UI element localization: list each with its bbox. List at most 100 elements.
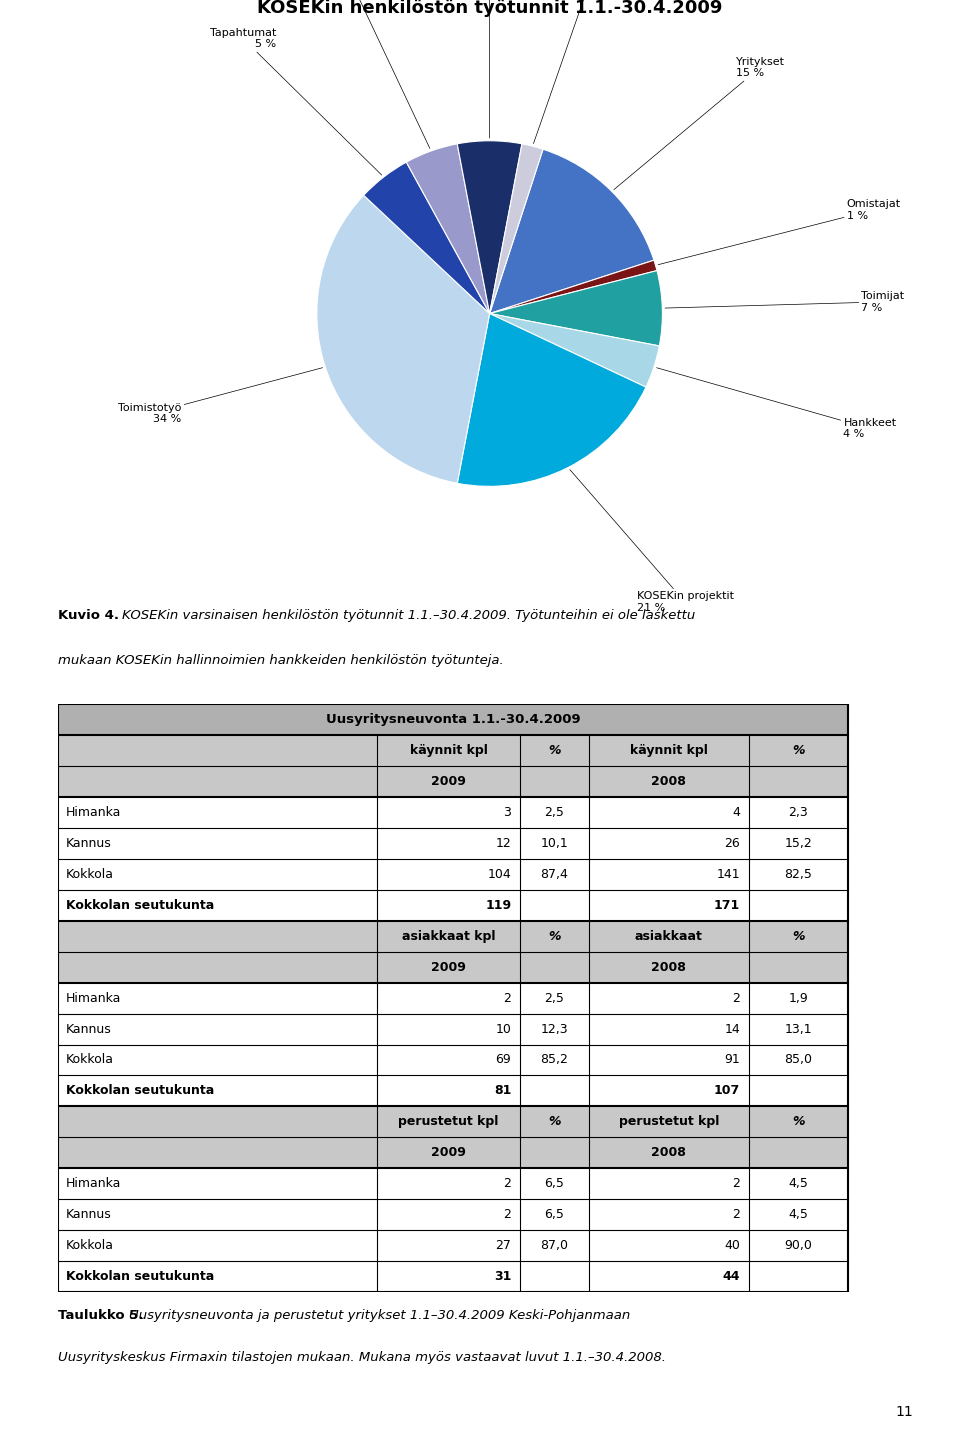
- Text: Kannus: Kannus: [66, 837, 112, 850]
- Text: Toimijat
7 %: Toimijat 7 %: [665, 292, 904, 313]
- Text: Uusyritysneuvonta 1.1.-30.4.2009: Uusyritysneuvonta 1.1.-30.4.2009: [325, 712, 580, 725]
- Bar: [58, 1137, 849, 1169]
- Text: 3: 3: [503, 806, 511, 819]
- Text: 26: 26: [725, 837, 740, 850]
- Text: 2008: 2008: [652, 1146, 686, 1159]
- Text: 2,5: 2,5: [544, 806, 564, 819]
- Text: Kokkolan seutukunta: Kokkolan seutukunta: [66, 899, 214, 912]
- Text: käynnit kpl: käynnit kpl: [630, 744, 708, 757]
- Text: 6,5: 6,5: [544, 1209, 564, 1222]
- Text: 2009: 2009: [431, 774, 466, 787]
- Text: 2008: 2008: [652, 774, 686, 787]
- Text: 14: 14: [725, 1022, 740, 1035]
- Title: KOSEKin henkilöstön työtunnit 1.1.-30.4.2009: KOSEKin henkilöstön työtunnit 1.1.-30.4.…: [257, 0, 722, 17]
- Text: 2: 2: [732, 1209, 740, 1222]
- Text: 40: 40: [724, 1239, 740, 1252]
- Text: 2,5: 2,5: [544, 991, 564, 1005]
- Text: Kokkolan seutukunta: Kokkolan seutukunta: [66, 1084, 214, 1097]
- Text: 82,5: 82,5: [784, 867, 812, 880]
- Text: %: %: [792, 1116, 804, 1129]
- Text: 44: 44: [723, 1271, 740, 1284]
- Text: Messut
5 %: Messut 5 %: [328, 0, 430, 148]
- Text: Taulukko 5.: Taulukko 5.: [58, 1310, 143, 1323]
- Text: Tapahtumat
5 %: Tapahtumat 5 %: [210, 27, 382, 175]
- Text: 2: 2: [503, 1209, 511, 1222]
- Text: 2: 2: [503, 991, 511, 1005]
- Text: Himanka: Himanka: [66, 806, 122, 819]
- Text: 90,0: 90,0: [784, 1239, 812, 1252]
- Text: 85,2: 85,2: [540, 1054, 568, 1067]
- Text: 12,3: 12,3: [540, 1022, 568, 1035]
- Wedge shape: [317, 195, 490, 484]
- Text: 31: 31: [493, 1271, 511, 1284]
- Text: Kokkola: Kokkola: [66, 1054, 114, 1067]
- Wedge shape: [457, 313, 646, 487]
- Text: Kuvio 4.: Kuvio 4.: [58, 609, 119, 622]
- Text: 15,2: 15,2: [784, 837, 812, 850]
- Text: 119: 119: [485, 899, 511, 912]
- Text: asiakkaat kpl: asiakkaat kpl: [402, 929, 495, 942]
- Text: asiakkaat: asiakkaat: [635, 929, 703, 942]
- Bar: [58, 704, 849, 735]
- Text: 81: 81: [493, 1084, 511, 1097]
- Text: 4,5: 4,5: [788, 1209, 808, 1222]
- Text: Kokkola: Kokkola: [66, 1239, 114, 1252]
- Text: %: %: [792, 744, 804, 757]
- Text: Uusyrityskeskus Firmaxin tilastojen mukaan. Mukana myös vastaavat luvut 1.1.–30.: Uusyrityskeskus Firmaxin tilastojen muka…: [58, 1351, 665, 1364]
- Text: 107: 107: [714, 1084, 740, 1097]
- Wedge shape: [490, 149, 654, 313]
- Text: 10: 10: [495, 1022, 511, 1035]
- Text: perustetut kpl: perustetut kpl: [618, 1116, 719, 1129]
- Text: 104: 104: [488, 867, 511, 880]
- Text: perustetut kpl: perustetut kpl: [398, 1116, 499, 1129]
- Text: Kannus: Kannus: [66, 1209, 112, 1222]
- Text: Yritykset
15 %: Yritykset 15 %: [613, 56, 784, 190]
- Text: 4,5: 4,5: [788, 1178, 808, 1190]
- Text: 6,5: 6,5: [544, 1178, 564, 1190]
- Text: Kokkolan seutukunta: Kokkolan seutukunta: [66, 1271, 214, 1284]
- Text: 10,1: 10,1: [540, 837, 568, 850]
- Text: Työajo
2 %: Työajo 2 %: [534, 0, 617, 144]
- Bar: [58, 952, 849, 982]
- Text: 2008: 2008: [652, 961, 686, 974]
- Wedge shape: [457, 141, 522, 313]
- Text: %: %: [792, 929, 804, 942]
- Text: Kannus: Kannus: [66, 1022, 112, 1035]
- Text: 2: 2: [503, 1178, 511, 1190]
- Text: Himanka: Himanka: [66, 991, 122, 1005]
- Bar: [58, 735, 849, 765]
- Wedge shape: [490, 260, 657, 313]
- Text: KOSEKin projektit
21 %: KOSEKin projektit 21 %: [570, 470, 733, 613]
- Text: 141: 141: [716, 867, 740, 880]
- Text: 27: 27: [495, 1239, 511, 1252]
- Text: 2,3: 2,3: [788, 806, 808, 819]
- Text: %: %: [548, 929, 561, 942]
- Wedge shape: [490, 144, 543, 313]
- Text: 1,9: 1,9: [788, 991, 808, 1005]
- Bar: [58, 765, 849, 797]
- Wedge shape: [490, 313, 660, 388]
- Text: 12: 12: [495, 837, 511, 850]
- Wedge shape: [364, 162, 490, 313]
- Text: Himanka: Himanka: [66, 1178, 122, 1190]
- Text: %: %: [548, 1116, 561, 1129]
- Text: Hankkeet
4 %: Hankkeet 4 %: [657, 368, 897, 439]
- Text: 69: 69: [495, 1054, 511, 1067]
- Text: 2009: 2009: [431, 961, 466, 974]
- Text: 2: 2: [732, 991, 740, 1005]
- Text: 2: 2: [732, 1178, 740, 1190]
- Text: Toimistotyö
34 %: Toimistotyö 34 %: [118, 368, 323, 425]
- Wedge shape: [490, 270, 662, 346]
- Text: Koulutus
6 %: Koulutus 6 %: [466, 0, 514, 138]
- Text: 87,0: 87,0: [540, 1239, 568, 1252]
- Text: 11: 11: [896, 1406, 913, 1419]
- Wedge shape: [406, 144, 490, 313]
- Text: KOSEKin varsinaisen henkilöstön työtunnit 1.1.–30.4.2009. Työtunteihin ei ole la: KOSEKin varsinaisen henkilöstön työtunni…: [122, 609, 696, 622]
- Text: 4: 4: [732, 806, 740, 819]
- Text: %: %: [548, 744, 561, 757]
- Bar: [58, 920, 849, 952]
- Text: Uusyritysneuvonta ja perustetut yritykset 1.1–30.4.2009 Keski-Pohjanmaan: Uusyritysneuvonta ja perustetut yritykse…: [130, 1310, 631, 1323]
- Bar: [58, 1107, 849, 1137]
- Text: 13,1: 13,1: [784, 1022, 812, 1035]
- Text: 2009: 2009: [431, 1146, 466, 1159]
